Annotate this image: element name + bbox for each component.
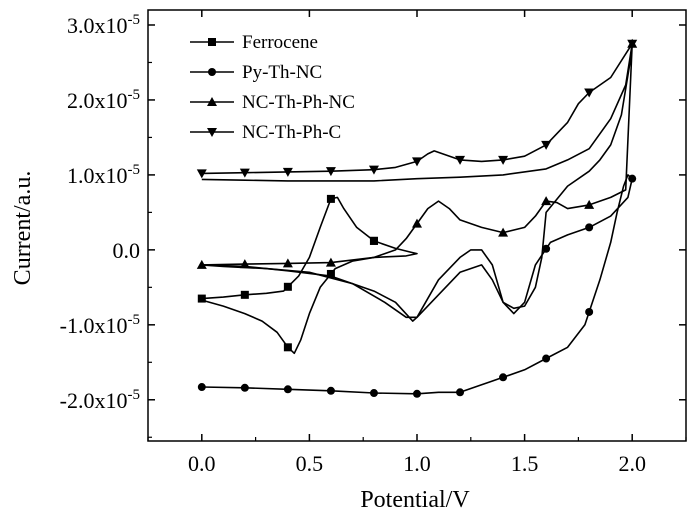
data-point [239,168,250,178]
data-point [196,169,207,179]
x-tick-label: 1.5 [511,451,539,476]
data-point [326,269,335,278]
data-point [240,383,249,392]
data-point [584,88,595,98]
y-tick-label: -1.0x10-5 [60,312,140,338]
data-point [413,389,421,398]
data-point [325,257,336,267]
data-point [627,39,638,49]
data-point [498,227,509,237]
legend-marker [208,68,216,76]
legend-label: Py-Th-NC [242,62,322,83]
legend-label: Ferrocene [242,32,318,53]
data-point [542,244,551,253]
data-point [412,218,422,228]
data-point [240,290,249,299]
data-point [368,165,379,175]
data-point [498,155,509,165]
x-tick-label: 0.5 [296,451,324,476]
legend-marker [207,128,217,137]
data-point [541,140,552,150]
y-tick-label: 3.0x10-5 [67,12,140,38]
data-point [541,196,552,206]
data-point [542,354,551,363]
data-point [283,282,292,291]
data-point [456,388,465,397]
y-tick-label: -2.0x10-5 [60,387,140,413]
legend: Ferrocene Py-Th-NC NC-Th-Ph-NC NC-Th-Ph-C [190,32,355,143]
data-point [455,155,466,165]
series-line [201,196,418,355]
series-nc-th-ph-c [196,39,638,182]
legend-item: NC-Th-Ph-NC [190,92,355,113]
data-point [585,307,594,316]
series-line [201,42,633,182]
data-point [282,167,293,177]
data-point [325,167,336,177]
data-point [196,259,207,269]
legend-marker [207,97,217,106]
data-point [326,386,335,395]
data-point [369,236,378,245]
x-tick-label: 2.0 [618,451,646,476]
data-point [197,383,206,392]
data-point [326,194,335,203]
data-point [283,385,292,394]
y-tick-label: 0.0 [113,238,141,263]
data-point [585,223,594,232]
legend-label: NC-Th-Ph-NC [242,92,355,113]
legend-item: Py-Th-NC [190,62,322,83]
x-axis-label: Potential/V [360,487,470,513]
data-point [584,199,595,209]
y-tick-label: 1.0x10-5 [67,162,140,188]
data-point [369,389,378,398]
axes-layer: 0.0 0.5 1.0 1.5 2.0 3.0x10-5 2.0x10-5 1.0x10-5 0… [60,10,687,476]
x-tick-label: 1.0 [403,451,431,476]
data-point [628,174,637,183]
legend-label: NC-Th-Ph-C [242,122,341,143]
y-axis-label: Current/a.u. [10,171,36,286]
data-point [197,294,206,303]
data-point [239,259,250,269]
legend-item: NC-Th-Ph-C [190,122,341,143]
series-ferrocene [197,194,418,355]
x-tick-label: 0.0 [188,451,216,476]
legend-marker [208,38,216,46]
data-point [499,373,508,382]
data-point [282,258,293,268]
y-tick-label: 2.0x10-5 [67,87,140,113]
legend-item: Ferrocene [190,32,318,53]
series-layer [196,38,638,398]
series-py-th-nc [197,174,637,398]
data-point [283,343,292,352]
data-point [412,157,422,167]
